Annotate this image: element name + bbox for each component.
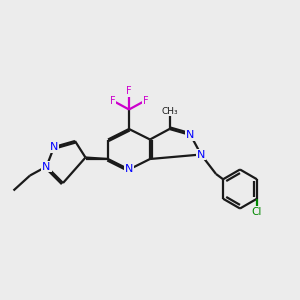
Text: F: F — [126, 86, 132, 97]
Text: N: N — [125, 164, 133, 175]
Text: N: N — [186, 130, 195, 140]
Text: CH₃: CH₃ — [161, 106, 178, 116]
Text: Cl: Cl — [252, 207, 262, 217]
Text: F: F — [110, 95, 115, 106]
Text: N: N — [50, 142, 58, 152]
Text: N: N — [197, 149, 205, 160]
Text: N: N — [42, 161, 51, 172]
Text: F: F — [143, 95, 148, 106]
